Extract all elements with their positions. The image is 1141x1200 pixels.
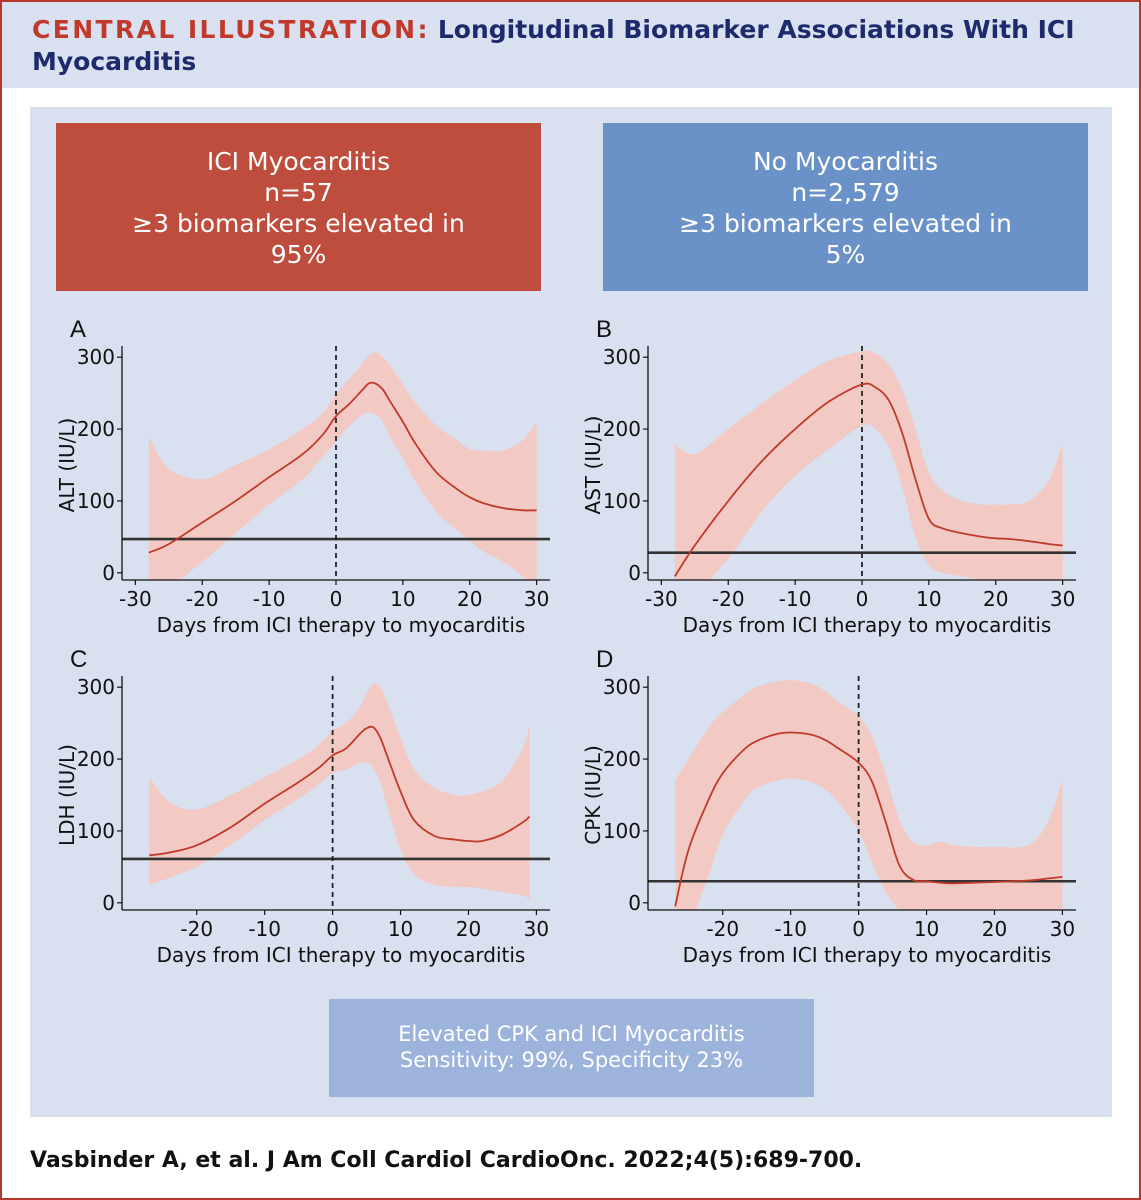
y-axis-label: CPK (IU/L) (581, 745, 605, 845)
x-tick-label: -10 (253, 587, 286, 611)
y-axis-label: AST (IU/L) (581, 416, 605, 515)
summary-box: Elevated CPK and ICI Myocarditis Sensiti… (329, 999, 814, 1097)
x-axis-label: Days from ICI therapy to myocarditis (683, 613, 1052, 637)
group-count: n=2,579 (791, 178, 900, 207)
x-tick-label: -20 (706, 917, 739, 941)
y-tick-label: 100 (77, 489, 115, 513)
x-tick-label: -10 (248, 917, 281, 941)
group-percent: 95% (270, 240, 327, 269)
y-tick-label: 300 (603, 675, 641, 699)
y-tick-label: 300 (603, 345, 641, 369)
group-percent: 5% (825, 240, 866, 269)
x-tick-label: 10 (390, 587, 415, 611)
group-count: n=57 (264, 178, 333, 207)
fitted-curve (674, 731, 1063, 907)
panel-letter: B (596, 316, 612, 343)
y-tick-label: 100 (603, 489, 641, 513)
y-tick-label: 100 (77, 819, 115, 843)
x-tick-label: -20 (180, 917, 213, 941)
x-tick-label: 20 (983, 587, 1008, 611)
no-myocarditis-box: No Myocarditis n=2,579 ≥3 biomarkers ele… (603, 123, 1088, 291)
panel-letter: D (596, 646, 613, 673)
x-tick-label: 0 (856, 587, 869, 611)
figure-title-text: Longitudinal Biomarker Associations With… (32, 15, 1075, 76)
x-tick-label: 10 (916, 587, 941, 611)
y-tick-label: 300 (77, 675, 115, 699)
x-tick-label: 30 (524, 917, 549, 941)
x-tick-label: -30 (119, 587, 152, 611)
y-axis-label: LDH (IU/L) (55, 744, 79, 846)
x-tick-label: 20 (982, 917, 1007, 941)
y-tick-label: 200 (77, 417, 115, 441)
y-tick-label: 200 (77, 747, 115, 771)
confidence-band (675, 679, 1063, 910)
x-axis-label: Days from ICI therapy to myocarditis (157, 613, 526, 637)
x-tick-label: -20 (712, 587, 745, 611)
group-title: No Myocarditis (752, 147, 939, 176)
confidence-band (148, 352, 537, 580)
x-tick-label: -30 (645, 587, 678, 611)
x-axis-label: Days from ICI therapy to myocarditis (683, 943, 1052, 967)
fitted-curve (148, 381, 537, 554)
x-tick-label: -10 (774, 917, 807, 941)
panel-letter: C (70, 646, 87, 673)
panel-letter: A (70, 316, 86, 343)
group-statement: ≥3 biomarkers elevated in (132, 209, 465, 238)
confidence-band (149, 683, 530, 900)
x-tick-label: 30 (524, 587, 549, 611)
y-tick-label: 0 (628, 561, 641, 585)
group-title: ICI Myocarditis (206, 147, 391, 176)
x-tick-label: -20 (186, 587, 219, 611)
y-tick-label: 0 (102, 561, 115, 585)
x-axis-label: Days from ICI therapy to myocarditis (157, 943, 526, 967)
y-tick-label: 100 (603, 819, 641, 843)
x-tick-label: 0 (852, 917, 865, 941)
y-tick-label: 200 (603, 417, 641, 441)
summary-line-1: Elevated CPK and ICI Myocarditis (398, 1022, 745, 1046)
header-bar: CENTRAL ILLUSTRATION: Longitudinal Biomar… (2, 2, 1139, 88)
fitted-curve (149, 725, 531, 857)
fitted-curve (674, 382, 1063, 577)
x-tick-label: -10 (779, 587, 812, 611)
x-tick-label: 10 (388, 917, 413, 941)
y-tick-label: 0 (628, 891, 641, 915)
x-tick-label: 0 (330, 587, 343, 611)
x-tick-label: 30 (1050, 917, 1075, 941)
ici-myocarditis-box: ICI Myocarditis n=57 ≥3 biomarkers eleva… (56, 123, 541, 291)
y-axis-label: ALT (IU/L) (55, 418, 79, 513)
central-illustration-label: CENTRAL ILLUSTRATION: (32, 15, 430, 44)
confidence-band (674, 350, 1063, 580)
x-tick-label: 0 (326, 917, 339, 941)
group-statement: ≥3 biomarkers elevated in (679, 209, 1012, 238)
y-tick-label: 300 (77, 345, 115, 369)
figure-title: CENTRAL ILLUSTRATION: Longitudinal Biomar… (32, 14, 1112, 78)
summary-line-2: Sensitivity: 99%, Specificity 23% (399, 1048, 744, 1072)
y-tick-label: 200 (603, 747, 641, 771)
x-tick-label: 10 (914, 917, 939, 941)
y-tick-label: 0 (102, 891, 115, 915)
x-tick-label: 20 (456, 917, 481, 941)
x-tick-label: 30 (1050, 587, 1075, 611)
x-tick-label: 20 (457, 587, 482, 611)
citation: Vasbinder A, et al. J Am Coll Cardiol Ca… (30, 1148, 863, 1173)
